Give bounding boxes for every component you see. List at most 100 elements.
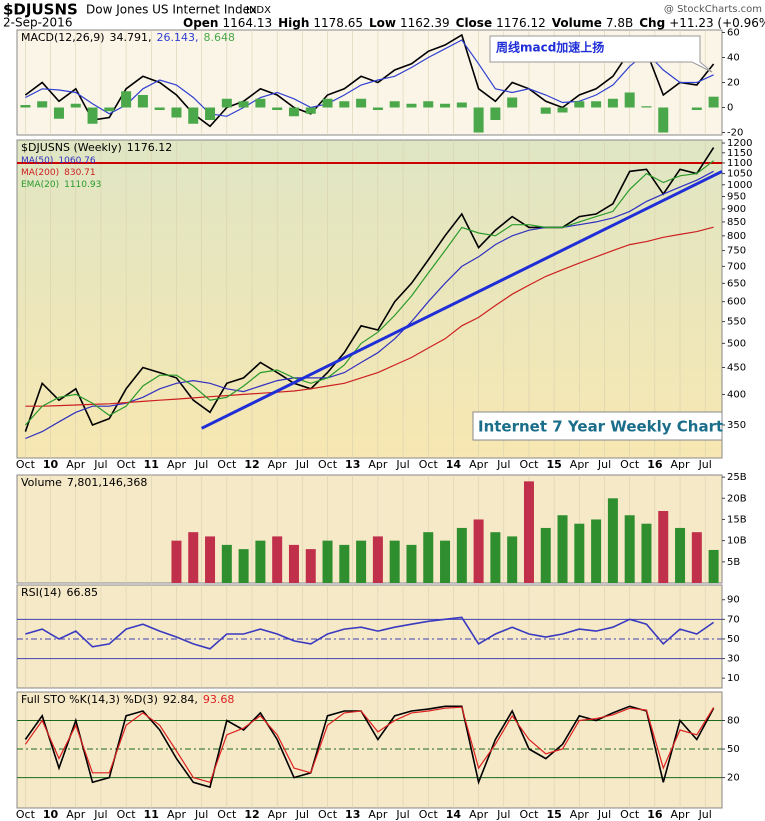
x-tick-label: Apr xyxy=(368,458,388,471)
x-tick-label: Oct xyxy=(217,808,237,821)
y-tick-label: 5B xyxy=(727,557,740,568)
y-tick-label: 90 xyxy=(727,595,740,606)
bar xyxy=(339,101,350,108)
y-tick-label: 1050 xyxy=(727,169,752,180)
bar xyxy=(288,544,299,583)
quote-value: 1164.13 xyxy=(222,16,272,30)
bar xyxy=(37,101,48,108)
bar xyxy=(591,101,602,108)
legend: $DJUSNS (Weekly) 1176.12 xyxy=(21,141,172,154)
exchange: INDX xyxy=(246,5,271,16)
y-tick-label: 70 xyxy=(727,614,740,625)
legend-value: 1110.93 xyxy=(64,180,101,190)
x-tick-label: Jul xyxy=(698,808,712,821)
x-tick-label: 11 xyxy=(144,808,159,821)
annotation: Internet 7 Year Weekly Chart xyxy=(478,418,723,436)
y-tick-label: 20B xyxy=(727,493,747,504)
y-tick-label: 50 xyxy=(727,634,740,645)
bar xyxy=(624,92,635,108)
y-tick-label: 10B xyxy=(727,536,747,547)
bar xyxy=(272,536,283,583)
bar xyxy=(624,515,635,583)
x-tick-label: Oct xyxy=(620,458,640,471)
bar xyxy=(490,532,501,583)
legend-value: 66.85 xyxy=(66,586,98,599)
bar xyxy=(389,101,400,108)
y-tick-label: 20 xyxy=(727,78,740,89)
legend: MA(200) 830.71 xyxy=(21,168,96,178)
bar xyxy=(221,544,232,583)
bar xyxy=(389,540,400,583)
x-tick-label: Jul xyxy=(395,458,409,471)
bar xyxy=(658,511,669,583)
quote-label: Low xyxy=(369,16,396,30)
y-tick-label: 600 xyxy=(727,297,746,308)
bar xyxy=(708,549,719,583)
series-line xyxy=(24,706,715,784)
legend-name: MA(50) xyxy=(21,156,53,166)
bar xyxy=(70,103,81,108)
x-tick-label: Oct xyxy=(117,458,137,471)
bar xyxy=(574,523,585,583)
legend-name: $DJUSNS (Weekly) xyxy=(21,141,122,154)
legend: Volume 7,801,146,368 xyxy=(21,476,147,489)
legend-name: RSI(14) xyxy=(21,586,61,599)
y-tick-label: 50 xyxy=(727,744,740,755)
bar xyxy=(272,107,283,110)
bar xyxy=(423,101,434,108)
legend-value: 93.68 xyxy=(203,693,235,706)
y-tick-label: 850 xyxy=(727,217,746,228)
x-tick-label: Jul xyxy=(194,808,208,821)
y-tick-label: 400 xyxy=(727,389,746,400)
x-tick-label: Oct xyxy=(419,808,439,821)
bar xyxy=(322,98,333,108)
bar xyxy=(305,107,316,114)
quote-label: Volume xyxy=(552,16,602,30)
quote-label: High xyxy=(278,16,309,30)
x-tick-label: 13 xyxy=(345,808,360,821)
quote-label: Close xyxy=(456,16,492,30)
y-tick-label: 80 xyxy=(727,716,740,727)
date: 2-Sep-2016 xyxy=(3,16,72,30)
bar xyxy=(490,107,501,120)
series-line xyxy=(24,705,715,789)
quote-value: 1178.65 xyxy=(313,16,363,30)
y-tick-label: 20 xyxy=(727,773,740,784)
legend-value: 830.71 xyxy=(64,168,96,178)
series-line xyxy=(25,170,714,440)
bar xyxy=(255,540,266,583)
x-tick-label: 12 xyxy=(244,458,259,471)
y-tick-label: 750 xyxy=(727,246,746,257)
panel-bg xyxy=(16,139,723,459)
x-tick-label: Oct xyxy=(519,458,539,471)
legend: Full STO %K(14,3) %D(3) 92.84, 93.68 xyxy=(21,693,234,706)
legend-title: MACD(12,26,9) xyxy=(21,31,105,44)
legend-name: EMA(20) xyxy=(21,180,59,190)
bar xyxy=(53,107,64,119)
legend-value: 1176.12 xyxy=(127,141,173,154)
y-tick-label: 950 xyxy=(727,191,746,202)
y-tick-label: 900 xyxy=(727,204,746,215)
x-tick-label: Oct xyxy=(318,458,338,471)
bar xyxy=(288,107,299,117)
x-tick-label: Jul xyxy=(93,458,107,471)
x-tick-label: Apr xyxy=(570,458,590,471)
bar xyxy=(87,107,98,124)
bar xyxy=(221,98,232,108)
y-tick-label: 10 xyxy=(727,673,740,684)
bar xyxy=(607,98,618,108)
panel-bg xyxy=(16,584,723,689)
quote-value: 7.8B xyxy=(606,16,633,30)
x-tick-label: Jul xyxy=(597,808,611,821)
bar xyxy=(507,536,518,583)
x-tick-label: Oct xyxy=(318,808,338,821)
bar xyxy=(406,103,417,108)
bar xyxy=(20,105,31,108)
quote-label: Chg xyxy=(639,16,665,30)
bar xyxy=(540,107,551,114)
quote-value: 1162.39 xyxy=(400,16,450,30)
y-tick-label: -20 xyxy=(727,128,743,139)
bar xyxy=(440,540,451,583)
x-tick-label: Apr xyxy=(66,458,86,471)
x-tick-label: Apr xyxy=(469,808,489,821)
